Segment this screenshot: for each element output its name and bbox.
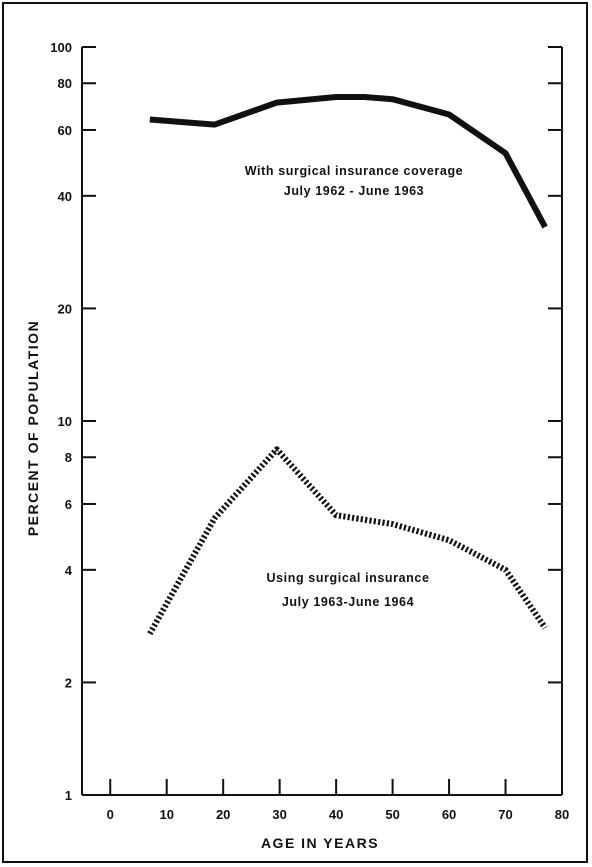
annotation-using-line2: July 1963-June 1964	[282, 595, 414, 609]
annotation-coverage-line2: July 1962 - June 1963	[284, 184, 424, 198]
y-tick-label: 6	[65, 497, 72, 512]
series-layer	[147, 94, 548, 636]
y-tick-label: 40	[58, 189, 72, 204]
annotation-coverage-line1: With surgical insurance coverage	[245, 164, 463, 178]
y-tick-label: 10	[58, 414, 72, 429]
series-line-coverage	[149, 94, 548, 229]
y-axis-title: PERCENT OF POPULATION	[25, 320, 41, 536]
y-tick-label: 2	[65, 675, 72, 690]
x-axis-title: AGE IN YEARS	[261, 835, 379, 851]
y-tick-label: 100	[50, 40, 72, 55]
y-tick-label: 8	[65, 450, 72, 465]
x-tick-label: 50	[385, 807, 399, 822]
x-tick-label: 40	[329, 807, 343, 822]
x-tick-label: 20	[216, 807, 230, 822]
x-tick-label: 10	[159, 807, 173, 822]
x-tick-label: 80	[555, 807, 569, 822]
x-tick-label: 60	[442, 807, 456, 822]
y-tick-label: 1	[65, 788, 72, 803]
axes: 1 2 4 6 8 10 20 40 60 80 100 0 10 20 30 40 50 60 70 80	[50, 40, 569, 822]
x-tick-label: 30	[272, 807, 286, 822]
data-point-using	[449, 540, 450, 541]
y-tick-label: 60	[58, 123, 72, 138]
y-tick-label: 80	[58, 76, 72, 91]
y-tick-label: 20	[58, 301, 72, 316]
y-tick-label: 4	[65, 563, 73, 578]
annotation-using-line1: Using surgical insurance	[266, 571, 429, 585]
x-tick-label: 70	[498, 807, 512, 822]
x-tick-label: 0	[107, 807, 114, 822]
